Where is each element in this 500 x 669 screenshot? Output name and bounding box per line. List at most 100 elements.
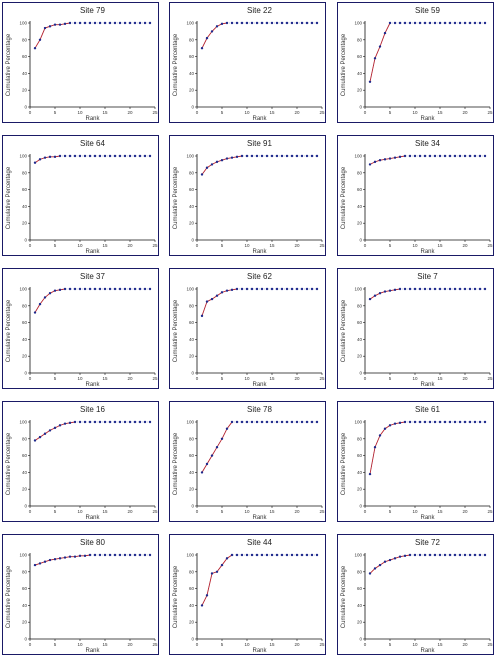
data-point	[83, 154, 87, 158]
data-point	[128, 21, 132, 25]
chart-svg: Site 79 0 5 10 15 20 25 0 20 40 60 80 100 Rank Cumulat…	[6, 6, 158, 122]
chart-title: Site 80	[80, 538, 105, 547]
y-tick-label: 0	[191, 504, 194, 509]
data-point	[220, 563, 224, 567]
y-tick-label: 60	[22, 187, 28, 192]
data-point	[98, 553, 102, 557]
y-tick-label: 0	[24, 371, 27, 376]
y-tick-label: 0	[24, 637, 27, 642]
data-point	[43, 560, 47, 563]
data-point	[240, 154, 244, 158]
x-axis-label: Rank	[252, 515, 267, 521]
data-point	[398, 21, 402, 25]
y-tick-label: 100	[186, 420, 194, 425]
data-point	[88, 154, 92, 158]
series-line	[369, 554, 485, 574]
x-axis-label: Rank	[420, 648, 435, 654]
data-point	[205, 300, 209, 303]
data-point	[148, 287, 152, 291]
series-line-rising	[201, 155, 243, 175]
data-point	[368, 472, 372, 476]
data-point	[433, 553, 437, 557]
y-tick-label: 60	[357, 453, 363, 458]
data-point	[133, 553, 137, 557]
data-point	[280, 420, 284, 424]
chart-title: Site 16	[80, 405, 105, 414]
y-tick-label: 20	[357, 221, 363, 226]
data-point	[428, 553, 432, 557]
data-point	[33, 311, 37, 314]
x-tick-label: 5	[221, 243, 224, 248]
data-point	[240, 553, 244, 557]
series-line	[201, 155, 317, 175]
chart-svg: Site 62 0 5 10 15 20 25 0 20 40 60 80 100 Rank Cumulat…	[173, 272, 325, 388]
x-tick-label: 10	[412, 110, 418, 115]
x-tick-label: 10	[412, 243, 418, 248]
data-point	[225, 21, 229, 25]
data-point	[373, 294, 377, 297]
y-tick-label: 100	[186, 287, 194, 292]
data-point	[113, 287, 117, 291]
x-axis-label: Rank	[252, 249, 267, 255]
x-tick-label: 0	[29, 243, 32, 248]
chart-svg: Site 61 0 5 10 15 20 25 0 20 40 60 80 100 Rank Cumulat…	[341, 405, 493, 521]
x-tick-label: 15	[437, 110, 443, 115]
x-tick-label: 20	[127, 110, 133, 115]
data-point	[48, 155, 52, 159]
data-point	[373, 567, 377, 570]
data-point	[483, 553, 487, 557]
data-point	[373, 446, 377, 449]
data-point	[275, 287, 279, 291]
y-tick-label: 60	[22, 586, 28, 591]
y-axis-label: Cumulative Percentage	[173, 166, 179, 229]
data-point	[458, 21, 462, 25]
data-point	[63, 556, 67, 559]
x-tick-label: 20	[127, 509, 133, 514]
data-point	[53, 426, 57, 430]
data-point	[423, 21, 427, 25]
data-point	[443, 154, 447, 158]
chart-panel: Site 44 0 5 10 15 20 25 0 20 40 60 80 100 Rank Cumulat…	[169, 534, 326, 655]
y-tick-label: 40	[189, 337, 195, 342]
series-line-rising	[201, 554, 233, 606]
x-tick-label: 25	[487, 642, 493, 647]
data-point	[123, 21, 127, 25]
chart-panel: Site 34 0 5 10 15 20 25 0 20 40 60 80 100 Rank Cumulat…	[337, 135, 494, 256]
data-point	[255, 21, 259, 25]
data-point	[433, 154, 437, 158]
data-point	[433, 21, 437, 25]
data-point	[398, 287, 402, 291]
y-tick-label: 20	[22, 487, 28, 492]
x-tick-label: 10	[244, 243, 250, 248]
chart-title: Site 7	[417, 272, 438, 281]
x-tick-label: 5	[54, 243, 57, 248]
x-tick-label: 0	[364, 642, 367, 647]
data-point	[230, 420, 234, 424]
y-tick-label: 20	[22, 620, 28, 625]
series-line	[201, 421, 317, 473]
data-point	[270, 21, 274, 25]
data-point	[478, 154, 482, 158]
data-point	[388, 21, 392, 25]
data-point	[393, 557, 397, 560]
data-point	[315, 287, 319, 291]
y-tick-label: 40	[22, 71, 28, 76]
x-tick-label: 0	[196, 243, 199, 248]
chart-panel: Site 64 0 5 10 15 20 25 0 20 40 60 80 100 Rank Cumulat…	[2, 135, 159, 256]
data-point	[33, 47, 37, 50]
data-point	[453, 553, 457, 557]
data-point	[453, 420, 457, 424]
chart-title: Site 91	[247, 139, 272, 148]
y-tick-label: 40	[189, 470, 195, 475]
data-point	[285, 553, 289, 557]
data-point	[73, 420, 77, 424]
data-point	[58, 557, 62, 560]
data-point	[235, 420, 239, 424]
data-point	[73, 154, 77, 158]
data-point	[295, 287, 299, 291]
data-point	[103, 154, 107, 158]
x-tick-label: 15	[269, 110, 275, 115]
x-axis-label: Rank	[420, 116, 435, 122]
chart-panel: Site 22 0 5 10 15 20 25 0 20 40 60 80 100 Rank Cumulat…	[169, 2, 326, 123]
data-point	[255, 420, 259, 424]
